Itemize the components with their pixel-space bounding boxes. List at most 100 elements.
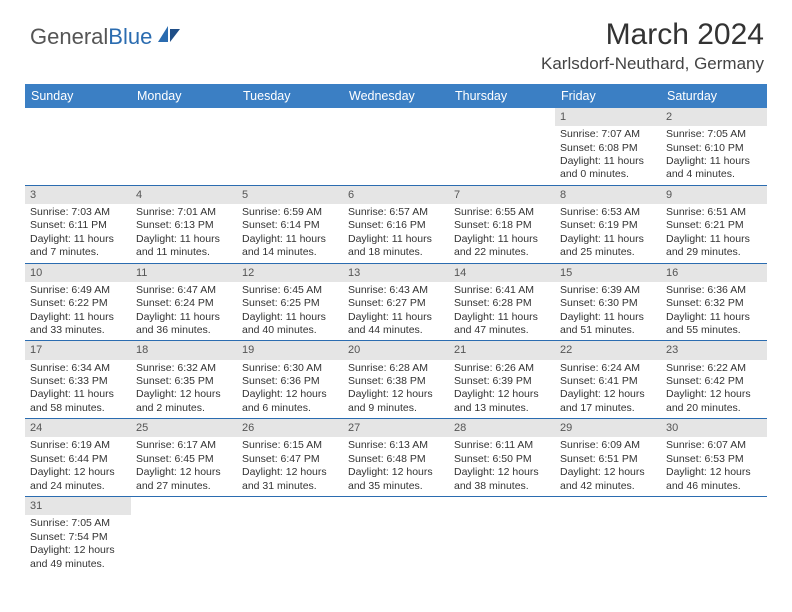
calendar-cell: 28Sunrise: 6:11 AMSunset: 6:50 PMDayligh… <box>449 419 555 496</box>
calendar-cell: 19Sunrise: 6:30 AMSunset: 6:36 PMDayligh… <box>237 341 343 418</box>
sunrise-text: Sunrise: 6:59 AM <box>242 206 340 219</box>
dl2-text: and 24 minutes. <box>30 480 128 493</box>
day-number: 7 <box>449 186 555 204</box>
sunrise-text: Sunrise: 7:03 AM <box>30 206 128 219</box>
sunrise-text: Sunrise: 6:09 AM <box>560 439 658 452</box>
day-number: 30 <box>661 419 767 437</box>
dl2-text: and 27 minutes. <box>136 480 234 493</box>
dl2-text: and 33 minutes. <box>30 324 128 337</box>
dl2-text: and 55 minutes. <box>666 324 764 337</box>
sunrise-text: Sunrise: 6:17 AM <box>136 439 234 452</box>
calendar-cell <box>449 108 555 185</box>
dl2-text: and 46 minutes. <box>666 480 764 493</box>
weekday-header: Wednesday <box>343 84 449 108</box>
dl2-text: and 11 minutes. <box>136 246 234 259</box>
sunrise-text: Sunrise: 6:32 AM <box>136 362 234 375</box>
day-details: Sunrise: 7:03 AMSunset: 6:11 PMDaylight:… <box>25 204 131 263</box>
sunset-text: Sunset: 6:11 PM <box>30 219 128 232</box>
day-details: Sunrise: 6:13 AMSunset: 6:48 PMDaylight:… <box>343 437 449 496</box>
day-details: Sunrise: 6:07 AMSunset: 6:53 PMDaylight:… <box>661 437 767 496</box>
sunrise-text: Sunrise: 6:39 AM <box>560 284 658 297</box>
calendar: SundayMondayTuesdayWednesdayThursdayFrid… <box>25 84 767 574</box>
calendar-cell <box>343 497 449 574</box>
day-details: Sunrise: 6:45 AMSunset: 6:25 PMDaylight:… <box>237 282 343 341</box>
sunset-text: Sunset: 6:41 PM <box>560 375 658 388</box>
day-number: 18 <box>131 341 237 359</box>
calendar-row: 3Sunrise: 7:03 AMSunset: 6:11 PMDaylight… <box>25 186 767 264</box>
dl1-text: Daylight: 11 hours <box>666 155 764 168</box>
calendar-row: 24Sunrise: 6:19 AMSunset: 6:44 PMDayligh… <box>25 419 767 497</box>
day-number: 14 <box>449 264 555 282</box>
dl1-text: Daylight: 12 hours <box>136 466 234 479</box>
dl2-text: and 2 minutes. <box>136 402 234 415</box>
day-details: Sunrise: 7:05 AMSunset: 7:54 PMDaylight:… <box>25 515 131 574</box>
dl2-text: and 6 minutes. <box>242 402 340 415</box>
dl1-text: Daylight: 11 hours <box>666 233 764 246</box>
day-details: Sunrise: 6:39 AMSunset: 6:30 PMDaylight:… <box>555 282 661 341</box>
sunrise-text: Sunrise: 6:43 AM <box>348 284 446 297</box>
sunrise-text: Sunrise: 6:55 AM <box>454 206 552 219</box>
day-number: 25 <box>131 419 237 437</box>
day-details: Sunrise: 6:32 AMSunset: 6:35 PMDaylight:… <box>131 360 237 419</box>
day-number: 3 <box>25 186 131 204</box>
dl1-text: Daylight: 11 hours <box>30 233 128 246</box>
sail-icon <box>156 24 182 50</box>
sunrise-text: Sunrise: 6:30 AM <box>242 362 340 375</box>
calendar-cell: 22Sunrise: 6:24 AMSunset: 6:41 PMDayligh… <box>555 341 661 418</box>
day-number: 13 <box>343 264 449 282</box>
day-number: 16 <box>661 264 767 282</box>
weekday-header: Saturday <box>661 84 767 108</box>
dl1-text: Daylight: 12 hours <box>136 388 234 401</box>
calendar-body: 1Sunrise: 7:07 AMSunset: 6:08 PMDaylight… <box>25 108 767 574</box>
calendar-cell: 27Sunrise: 6:13 AMSunset: 6:48 PMDayligh… <box>343 419 449 496</box>
day-number: 21 <box>449 341 555 359</box>
dl1-text: Daylight: 11 hours <box>454 233 552 246</box>
sunset-text: Sunset: 6:44 PM <box>30 453 128 466</box>
day-number: 11 <box>131 264 237 282</box>
sunset-text: Sunset: 6:25 PM <box>242 297 340 310</box>
logo-text-1: General <box>30 24 108 50</box>
sunset-text: Sunset: 6:39 PM <box>454 375 552 388</box>
day-number: 6 <box>343 186 449 204</box>
day-number: 24 <box>25 419 131 437</box>
calendar-row: 10Sunrise: 6:49 AMSunset: 6:22 PMDayligh… <box>25 264 767 342</box>
dl1-text: Daylight: 12 hours <box>560 466 658 479</box>
sunrise-text: Sunrise: 6:47 AM <box>136 284 234 297</box>
day-details: Sunrise: 6:49 AMSunset: 6:22 PMDaylight:… <box>25 282 131 341</box>
sunset-text: Sunset: 6:48 PM <box>348 453 446 466</box>
dl1-text: Daylight: 11 hours <box>136 233 234 246</box>
sunrise-text: Sunrise: 6:34 AM <box>30 362 128 375</box>
day-details: Sunrise: 7:05 AMSunset: 6:10 PMDaylight:… <box>661 126 767 185</box>
calendar-cell <box>131 108 237 185</box>
day-details: Sunrise: 6:41 AMSunset: 6:28 PMDaylight:… <box>449 282 555 341</box>
calendar-cell: 31Sunrise: 7:05 AMSunset: 7:54 PMDayligh… <box>25 497 131 574</box>
sunrise-text: Sunrise: 7:07 AM <box>560 128 658 141</box>
dl1-text: Daylight: 11 hours <box>242 311 340 324</box>
dl2-text: and 22 minutes. <box>454 246 552 259</box>
sunset-text: Sunset: 6:13 PM <box>136 219 234 232</box>
sunrise-text: Sunrise: 6:28 AM <box>348 362 446 375</box>
dl1-text: Daylight: 11 hours <box>136 311 234 324</box>
day-number: 12 <box>237 264 343 282</box>
dl2-text: and 0 minutes. <box>560 168 658 181</box>
calendar-row: 17Sunrise: 6:34 AMSunset: 6:33 PMDayligh… <box>25 341 767 419</box>
sunrise-text: Sunrise: 6:07 AM <box>666 439 764 452</box>
weekday-header: Sunday <box>25 84 131 108</box>
sunrise-text: Sunrise: 6:57 AM <box>348 206 446 219</box>
weekday-header: Friday <box>555 84 661 108</box>
dl2-text: and 38 minutes. <box>454 480 552 493</box>
dl1-text: Daylight: 12 hours <box>348 388 446 401</box>
calendar-cell: 10Sunrise: 6:49 AMSunset: 6:22 PMDayligh… <box>25 264 131 341</box>
dl1-text: Daylight: 12 hours <box>30 544 128 557</box>
day-details: Sunrise: 6:19 AMSunset: 6:44 PMDaylight:… <box>25 437 131 496</box>
calendar-cell: 13Sunrise: 6:43 AMSunset: 6:27 PMDayligh… <box>343 264 449 341</box>
dl2-text: and 13 minutes. <box>454 402 552 415</box>
sunset-text: Sunset: 7:54 PM <box>30 531 128 544</box>
day-number: 26 <box>237 419 343 437</box>
sunrise-text: Sunrise: 6:41 AM <box>454 284 552 297</box>
sunrise-text: Sunrise: 6:19 AM <box>30 439 128 452</box>
day-number: 20 <box>343 341 449 359</box>
day-number: 17 <box>25 341 131 359</box>
day-details: Sunrise: 6:57 AMSunset: 6:16 PMDaylight:… <box>343 204 449 263</box>
day-number: 1 <box>555 108 661 126</box>
